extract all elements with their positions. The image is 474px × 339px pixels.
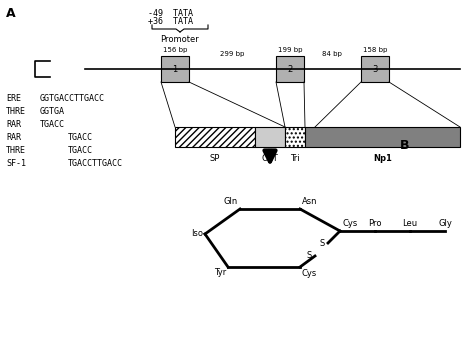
- Text: 156 bp: 156 bp: [163, 47, 187, 53]
- Text: Gly: Gly: [438, 219, 452, 228]
- Text: GGTGACCTTGACC: GGTGACCTTGACC: [40, 94, 105, 103]
- Text: 2: 2: [287, 64, 292, 74]
- Text: RAR: RAR: [6, 120, 21, 129]
- Text: TGACC: TGACC: [68, 146, 93, 155]
- Text: Promoter: Promoter: [161, 35, 200, 44]
- Bar: [255, 127, 285, 147]
- Text: 199 bp: 199 bp: [278, 47, 302, 53]
- Text: TGACC: TGACC: [68, 133, 93, 142]
- Text: Leu: Leu: [402, 219, 418, 228]
- Text: TGACC: TGACC: [40, 120, 65, 129]
- Text: OXT: OXT: [262, 154, 278, 163]
- Bar: [161, 56, 189, 82]
- Text: THRE: THRE: [6, 146, 26, 155]
- Bar: [305, 127, 460, 147]
- Text: 158 bp: 158 bp: [363, 47, 387, 53]
- Text: Gln: Gln: [224, 197, 238, 206]
- Text: Cys: Cys: [343, 219, 358, 228]
- Text: GGTGA: GGTGA: [40, 107, 65, 116]
- Text: A: A: [6, 7, 16, 20]
- Bar: [175, 127, 255, 147]
- Text: B: B: [400, 139, 410, 152]
- Text: SP: SP: [210, 154, 220, 163]
- Text: 3: 3: [372, 64, 378, 74]
- Text: TGACCTTGACC: TGACCTTGACC: [68, 159, 123, 168]
- Text: Pro: Pro: [368, 219, 382, 228]
- Text: THRE: THRE: [6, 107, 26, 116]
- Text: ERE: ERE: [6, 94, 21, 103]
- Text: RAR: RAR: [6, 133, 21, 142]
- Text: Cys: Cys: [302, 269, 317, 278]
- Text: Np1: Np1: [373, 154, 392, 163]
- Text: SF-1: SF-1: [6, 159, 26, 168]
- Text: +36  TATA: +36 TATA: [148, 17, 193, 26]
- Text: 84 bp: 84 bp: [322, 51, 342, 57]
- Text: S: S: [307, 251, 312, 259]
- Text: Asn: Asn: [302, 197, 318, 206]
- Text: 1: 1: [173, 64, 178, 74]
- Text: 299 bp: 299 bp: [220, 51, 244, 57]
- Bar: [285, 127, 305, 147]
- Bar: [361, 56, 389, 82]
- Text: Tri: Tri: [290, 154, 300, 163]
- Text: Tyr: Tyr: [214, 268, 226, 277]
- Bar: [276, 56, 304, 82]
- Text: S: S: [320, 239, 325, 248]
- Text: Iso: Iso: [191, 230, 203, 239]
- Text: -49  TATA: -49 TATA: [148, 9, 193, 18]
